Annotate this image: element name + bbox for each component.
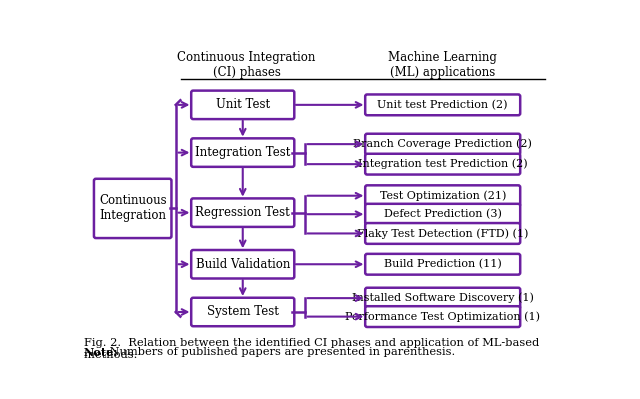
Text: Unit test Prediction (2): Unit test Prediction (2) — [378, 100, 508, 110]
Text: Fig. 2.  Relation between the identified CI phases and application of ML-based
m: Fig. 2. Relation between the identified … — [84, 338, 539, 360]
Text: Regression Test: Regression Test — [195, 206, 290, 219]
FancyBboxPatch shape — [365, 306, 520, 327]
FancyBboxPatch shape — [365, 288, 520, 308]
Text: Numbers of published papers are presented in parenthesis.: Numbers of published papers are presente… — [106, 348, 456, 358]
Text: Build Prediction (11): Build Prediction (11) — [384, 259, 502, 269]
FancyBboxPatch shape — [365, 204, 520, 225]
FancyBboxPatch shape — [94, 179, 172, 238]
Text: Build Validation: Build Validation — [196, 258, 290, 271]
FancyBboxPatch shape — [191, 138, 294, 167]
Text: Machine Learning
(ML) applications: Machine Learning (ML) applications — [388, 51, 497, 79]
FancyBboxPatch shape — [365, 223, 520, 244]
Text: System Test: System Test — [207, 306, 278, 318]
FancyBboxPatch shape — [191, 198, 294, 227]
FancyBboxPatch shape — [365, 134, 520, 154]
Text: Note:: Note: — [84, 348, 118, 358]
Text: Unit Test: Unit Test — [216, 99, 270, 111]
Text: Branch Coverage Prediction (2): Branch Coverage Prediction (2) — [353, 139, 532, 149]
Text: Installed Software Discovery (1): Installed Software Discovery (1) — [352, 293, 534, 303]
FancyBboxPatch shape — [191, 250, 294, 279]
Text: Performance Test Optimization (1): Performance Test Optimization (1) — [345, 311, 540, 322]
Text: Integration test Prediction (2): Integration test Prediction (2) — [358, 159, 527, 170]
Text: Defect Prediction (3): Defect Prediction (3) — [384, 209, 502, 219]
FancyBboxPatch shape — [191, 298, 294, 326]
FancyBboxPatch shape — [365, 95, 520, 115]
Text: Continuous
Integration: Continuous Integration — [99, 194, 166, 222]
Text: Test Optimization (21): Test Optimization (21) — [380, 190, 506, 201]
FancyBboxPatch shape — [365, 185, 520, 206]
Text: Integration Test: Integration Test — [195, 146, 291, 159]
Text: Flaky Test Detection (FTD) (1): Flaky Test Detection (FTD) (1) — [357, 228, 529, 239]
Text: Continuous Integration
(CI) phases: Continuous Integration (CI) phases — [177, 51, 316, 79]
FancyBboxPatch shape — [365, 254, 520, 275]
FancyBboxPatch shape — [191, 91, 294, 119]
FancyBboxPatch shape — [365, 154, 520, 174]
